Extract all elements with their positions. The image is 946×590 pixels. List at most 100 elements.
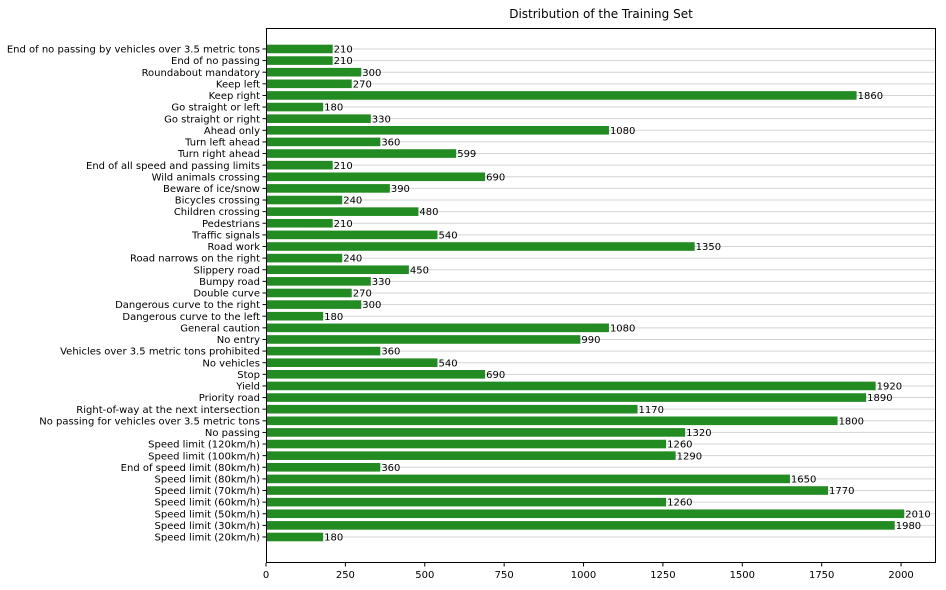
y-tick-label: No passing for vehicles over 3.5 metric … xyxy=(39,416,260,427)
y-tick-label: Go straight or right xyxy=(164,114,260,125)
y-tick-label: Beware of ice/snow xyxy=(163,184,260,195)
data-label: 1890 xyxy=(867,393,892,404)
data-label: 270 xyxy=(353,79,372,90)
data-label: 1980 xyxy=(896,521,921,532)
data-label: 599 xyxy=(457,149,476,160)
bar xyxy=(266,486,829,495)
bar xyxy=(266,265,409,275)
bar xyxy=(266,474,790,484)
bar xyxy=(266,532,324,542)
y-tick-label: Priority road xyxy=(199,393,260,404)
bar xyxy=(266,404,638,414)
data-label: 360 xyxy=(381,463,400,474)
y-tick-label: No passing xyxy=(205,428,260,439)
data-label: 1290 xyxy=(677,451,702,462)
bar xyxy=(266,67,362,77)
x-tick-label: 1250 xyxy=(650,570,675,581)
data-label: 1920 xyxy=(877,382,902,393)
data-label: 1350 xyxy=(696,242,721,253)
x-tick-label: 250 xyxy=(336,570,355,581)
bar xyxy=(266,381,876,391)
x-tick-label: 0 xyxy=(263,570,269,581)
bar xyxy=(266,160,333,170)
x-tick-label: 500 xyxy=(415,570,434,581)
data-label: 180 xyxy=(324,103,343,114)
y-tick-label: End of all speed and passing limits xyxy=(86,161,260,172)
data-label: 480 xyxy=(419,207,438,218)
y-tick-label: Wild animals crossing xyxy=(152,172,260,183)
y-tick-label: Road work xyxy=(208,242,261,253)
bar xyxy=(266,300,362,309)
plot-frame xyxy=(266,28,936,563)
bar xyxy=(266,439,667,449)
data-labels: 1801980201012601770165036012901260132018… xyxy=(324,45,931,544)
y-tick-label: Double curve xyxy=(193,289,260,300)
data-label: 1260 xyxy=(667,440,692,451)
data-label: 690 xyxy=(486,370,505,381)
data-label: 450 xyxy=(410,265,429,276)
y-tick-label: General caution xyxy=(180,323,260,334)
bar xyxy=(266,521,895,530)
bar xyxy=(266,277,371,286)
y-tick-label: Keep right xyxy=(209,91,260,102)
bar xyxy=(266,56,333,65)
bar xyxy=(266,370,486,379)
y-tick-label: Yield xyxy=(235,382,260,393)
bar xyxy=(266,230,438,240)
bar xyxy=(266,451,676,460)
bar xyxy=(266,428,686,437)
data-label: 180 xyxy=(324,312,343,323)
y-tick-label: Speed limit (20km/h) xyxy=(155,533,261,544)
data-label: 1650 xyxy=(791,475,816,486)
y-tick-label: Keep left xyxy=(216,79,260,90)
bar xyxy=(266,102,324,112)
y-tick-label: Go straight or left xyxy=(171,103,260,114)
data-label: 210 xyxy=(334,219,353,230)
bar xyxy=(266,91,857,100)
data-label: 1320 xyxy=(686,428,711,439)
data-label: 1080 xyxy=(610,126,635,137)
bar xyxy=(266,288,352,298)
x-tick-label: 750 xyxy=(495,570,514,581)
data-label: 330 xyxy=(372,277,391,288)
y-tick-label: Pedestrians xyxy=(202,219,260,230)
bar xyxy=(266,184,390,193)
data-label: 180 xyxy=(324,533,343,544)
y-tick-label: Bumpy road xyxy=(199,277,260,288)
y-tick-label: Speed limit (30km/h) xyxy=(155,521,261,532)
data-label: 390 xyxy=(391,184,410,195)
data-label: 2010 xyxy=(905,509,930,520)
data-label: 210 xyxy=(334,161,353,172)
data-label: 1170 xyxy=(639,405,664,416)
data-label: 360 xyxy=(381,347,400,358)
x-tick-label: 1500 xyxy=(730,570,755,581)
data-label: 990 xyxy=(581,335,600,346)
data-label: 330 xyxy=(372,114,391,125)
bar xyxy=(266,393,867,402)
y-tick-label: Speed limit (80km/h) xyxy=(155,475,261,486)
bar xyxy=(266,218,333,228)
data-label: 1770 xyxy=(829,486,854,497)
y-tick-label: Speed limit (100km/h) xyxy=(148,451,260,462)
y-tick-label: No entry xyxy=(217,335,260,346)
y-tick-label: Stop xyxy=(237,370,260,381)
bar xyxy=(266,311,324,321)
y-tick-label: End of speed limit (80km/h) xyxy=(121,463,260,474)
y-tick-label: Speed limit (70km/h) xyxy=(155,486,261,497)
bar xyxy=(266,497,667,507)
bars xyxy=(266,44,905,542)
data-label: 1800 xyxy=(839,416,864,427)
bar xyxy=(266,114,371,123)
data-label: 1860 xyxy=(858,91,883,102)
data-label: 240 xyxy=(343,196,362,207)
x-tick-label: 2000 xyxy=(888,570,913,581)
x-tick-label: 1750 xyxy=(809,570,834,581)
bar xyxy=(266,323,609,333)
y-tick-label: No vehicles xyxy=(202,358,260,369)
bar xyxy=(266,462,381,472)
y-tick-label: Speed limit (120km/h) xyxy=(148,440,260,451)
bar xyxy=(266,44,333,54)
bar xyxy=(266,195,343,205)
x-tick-labels: 0 250 500 750 1000 1250 1500 1750 2000 xyxy=(263,563,914,581)
